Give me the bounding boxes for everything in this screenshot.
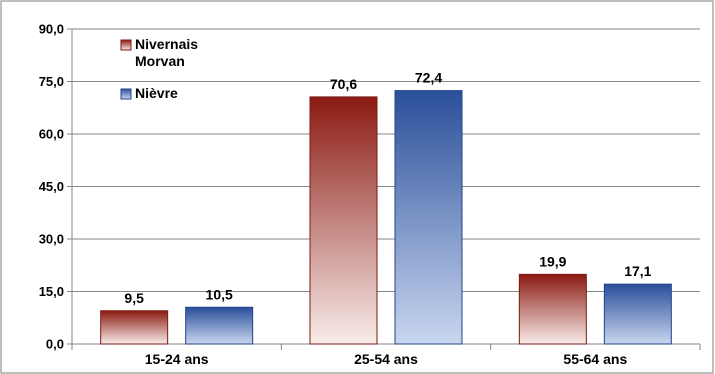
y-tick-label: 75,0 xyxy=(39,74,64,89)
y-tick-label: 45,0 xyxy=(39,179,64,194)
grid-lines xyxy=(72,28,700,292)
data-label: 19,9 xyxy=(539,253,566,269)
bar xyxy=(309,96,378,345)
y-tick-label: 15,0 xyxy=(39,284,64,299)
y-tick-label: 60,0 xyxy=(39,127,64,142)
data-labels: 9,5 10,5 70,6 72,4 19,9 17,1 xyxy=(124,70,651,306)
data-label: 17,1 xyxy=(624,263,651,279)
legend-swatch xyxy=(120,39,132,51)
y-tick-label: 30,0 xyxy=(39,232,64,247)
legend-label: Morvan xyxy=(135,53,185,69)
y-tick-label: 0,0 xyxy=(46,337,64,352)
x-tick-label: 15-24 ans xyxy=(145,351,209,367)
bar xyxy=(518,273,587,345)
bar xyxy=(394,90,463,345)
data-label: 70,6 xyxy=(330,76,357,92)
data-label: 9,5 xyxy=(124,290,144,306)
bar xyxy=(100,310,169,345)
bar xyxy=(185,306,254,345)
y-tick-label: 90,0 xyxy=(39,22,64,37)
x-tick-label: 55-64 ans xyxy=(563,351,627,367)
data-label: 72,4 xyxy=(415,70,442,86)
legend-label: Nivernais xyxy=(135,36,198,52)
legend-swatch xyxy=(120,88,132,100)
bar xyxy=(603,283,672,345)
bars xyxy=(100,90,672,345)
legend-label: Nièvre xyxy=(135,85,178,101)
data-label: 10,5 xyxy=(206,286,233,302)
x-tick-label: 25-54 ans xyxy=(354,351,418,367)
